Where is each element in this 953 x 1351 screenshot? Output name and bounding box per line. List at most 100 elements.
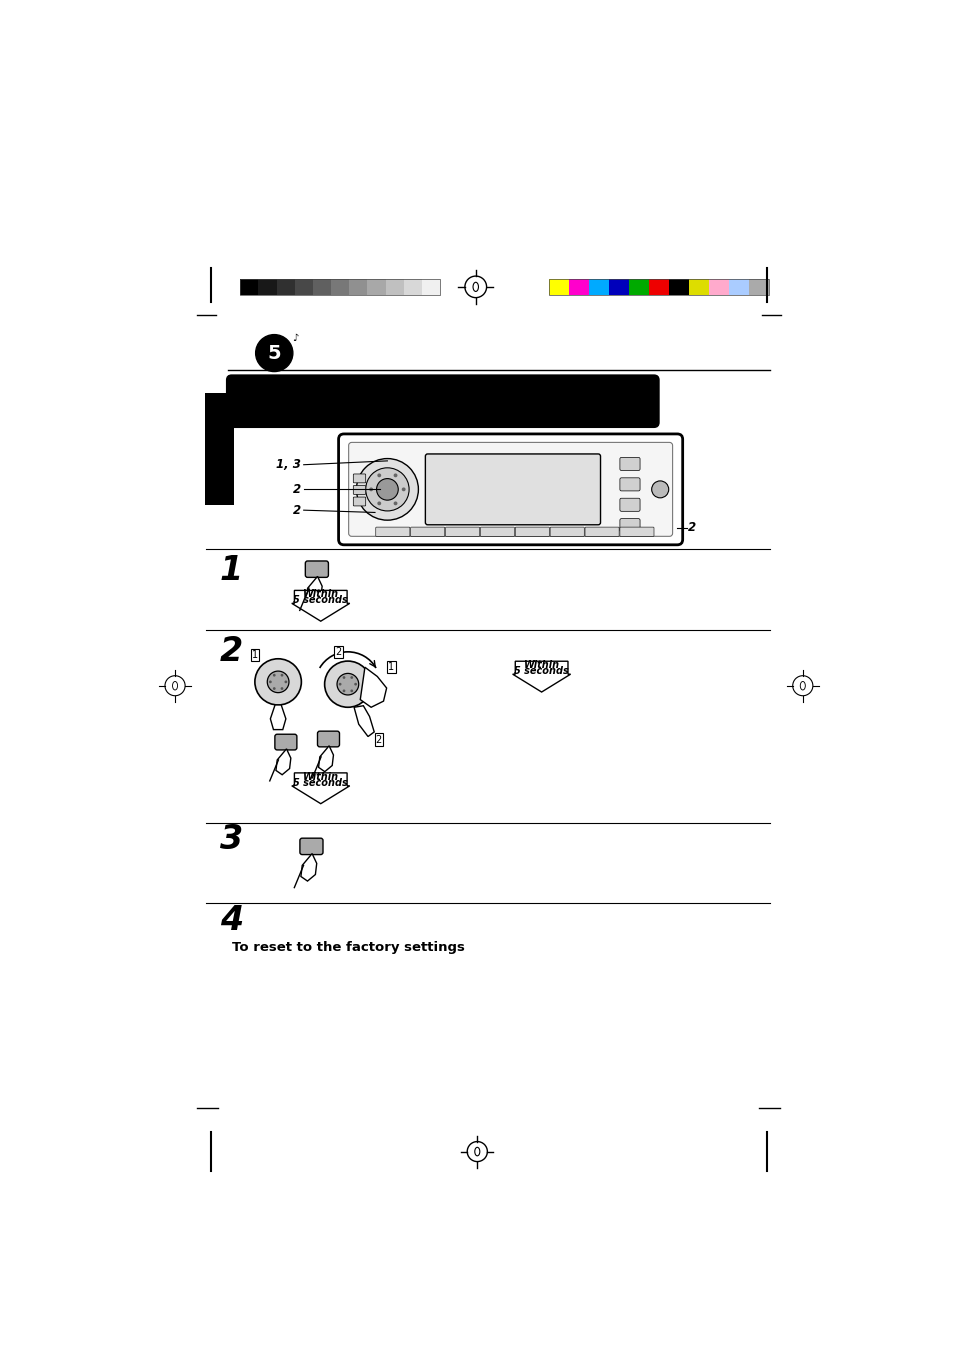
- Text: ♪: ♪: [292, 332, 298, 343]
- FancyBboxPatch shape: [348, 442, 672, 536]
- FancyBboxPatch shape: [338, 434, 682, 544]
- FancyBboxPatch shape: [375, 527, 410, 536]
- Text: 2: 2: [687, 521, 696, 535]
- Bar: [708, 280, 728, 295]
- Text: 5 seconds: 5 seconds: [294, 778, 348, 788]
- FancyBboxPatch shape: [305, 561, 328, 577]
- Circle shape: [267, 671, 289, 693]
- Polygon shape: [360, 667, 386, 708]
- FancyBboxPatch shape: [550, 527, 583, 536]
- Circle shape: [273, 688, 275, 690]
- Text: Within: Within: [302, 589, 338, 598]
- Bar: [385, 280, 403, 295]
- Bar: [549, 280, 569, 295]
- Text: 2: 2: [335, 647, 341, 657]
- FancyBboxPatch shape: [619, 527, 654, 536]
- FancyBboxPatch shape: [445, 527, 479, 536]
- Circle shape: [356, 458, 418, 520]
- FancyBboxPatch shape: [317, 731, 339, 747]
- Polygon shape: [292, 773, 350, 804]
- Bar: [748, 280, 768, 295]
- Bar: [589, 280, 609, 295]
- Text: 3: 3: [220, 823, 243, 857]
- Bar: [421, 280, 439, 295]
- Text: 2: 2: [293, 482, 300, 496]
- Circle shape: [394, 501, 397, 505]
- Bar: [609, 280, 628, 295]
- Bar: [648, 280, 668, 295]
- FancyBboxPatch shape: [425, 454, 599, 524]
- Text: To reset to the factory settings: To reset to the factory settings: [232, 942, 464, 954]
- Circle shape: [342, 689, 345, 692]
- Circle shape: [350, 689, 353, 692]
- Circle shape: [369, 488, 373, 492]
- FancyBboxPatch shape: [480, 527, 514, 536]
- Circle shape: [651, 481, 668, 497]
- Text: 5: 5: [267, 343, 281, 362]
- FancyBboxPatch shape: [619, 458, 639, 470]
- Circle shape: [376, 478, 397, 500]
- Circle shape: [269, 681, 272, 684]
- Bar: [276, 280, 294, 295]
- Bar: [628, 280, 648, 295]
- Circle shape: [284, 681, 287, 684]
- Bar: [668, 280, 688, 295]
- Circle shape: [401, 488, 405, 492]
- FancyBboxPatch shape: [410, 527, 444, 536]
- Text: Within: Within: [302, 771, 338, 781]
- Text: 2: 2: [375, 735, 381, 744]
- Circle shape: [338, 682, 341, 685]
- Text: Within: Within: [523, 659, 559, 670]
- FancyBboxPatch shape: [299, 838, 323, 855]
- FancyBboxPatch shape: [353, 497, 365, 505]
- Polygon shape: [306, 577, 322, 604]
- Polygon shape: [354, 705, 374, 736]
- Polygon shape: [512, 661, 570, 692]
- Text: 4: 4: [220, 904, 243, 938]
- Circle shape: [377, 473, 381, 477]
- Bar: [240, 280, 258, 295]
- Text: 5 seconds: 5 seconds: [294, 594, 348, 605]
- Text: 1: 1: [388, 662, 394, 673]
- FancyBboxPatch shape: [353, 485, 365, 494]
- FancyBboxPatch shape: [619, 519, 639, 532]
- Circle shape: [280, 688, 283, 690]
- Text: 5 seconds: 5 seconds: [514, 666, 568, 676]
- Circle shape: [354, 682, 356, 685]
- Polygon shape: [300, 854, 316, 881]
- Circle shape: [365, 467, 409, 511]
- Bar: [258, 280, 276, 295]
- Circle shape: [377, 501, 381, 505]
- FancyBboxPatch shape: [274, 734, 296, 750]
- Circle shape: [350, 676, 353, 680]
- Polygon shape: [292, 590, 350, 621]
- Text: 1: 1: [220, 554, 243, 586]
- FancyBboxPatch shape: [353, 474, 365, 482]
- Text: 1, 3: 1, 3: [275, 458, 300, 471]
- Bar: [240, 280, 439, 295]
- Circle shape: [324, 661, 371, 708]
- FancyBboxPatch shape: [227, 376, 658, 427]
- Polygon shape: [275, 748, 291, 774]
- FancyBboxPatch shape: [515, 527, 549, 536]
- FancyBboxPatch shape: [619, 478, 639, 490]
- Bar: [294, 280, 313, 295]
- Circle shape: [336, 673, 358, 694]
- Circle shape: [280, 674, 283, 677]
- Circle shape: [255, 335, 293, 372]
- FancyBboxPatch shape: [584, 527, 618, 536]
- FancyBboxPatch shape: [619, 499, 639, 511]
- Bar: [728, 280, 748, 295]
- Polygon shape: [270, 705, 286, 730]
- Bar: [549, 280, 768, 295]
- Bar: [688, 280, 708, 295]
- Text: 1: 1: [252, 650, 257, 659]
- Bar: [403, 280, 421, 295]
- Bar: [331, 280, 349, 295]
- Bar: [569, 280, 589, 295]
- Polygon shape: [318, 746, 334, 771]
- Circle shape: [394, 473, 397, 477]
- Circle shape: [342, 676, 345, 680]
- Circle shape: [254, 659, 301, 705]
- Circle shape: [273, 674, 275, 677]
